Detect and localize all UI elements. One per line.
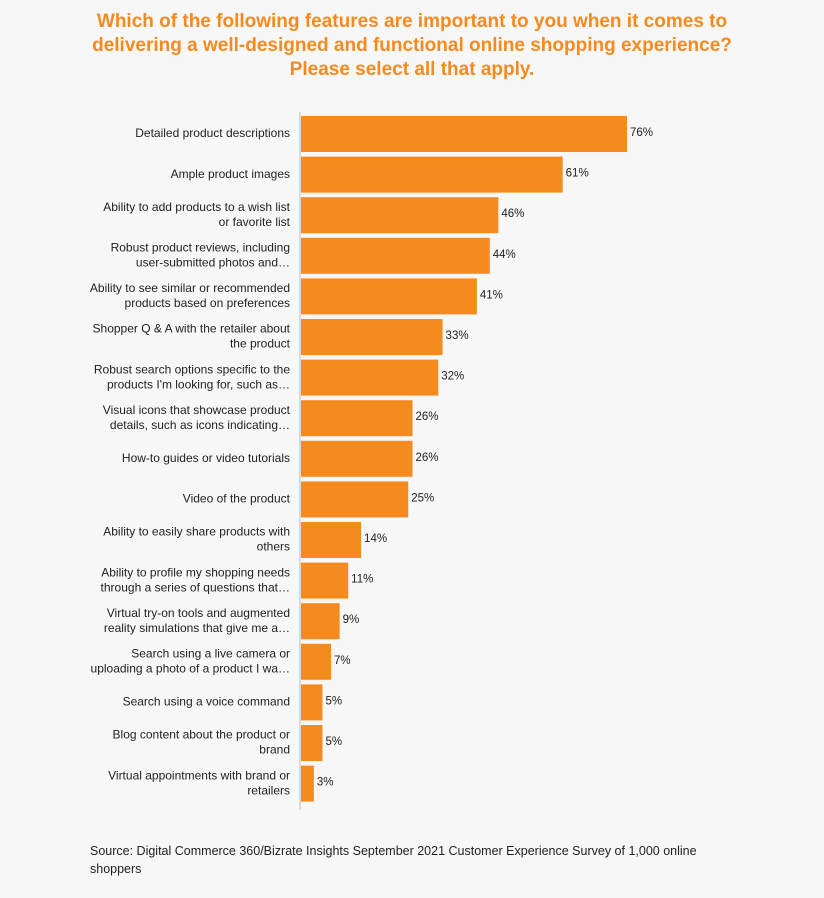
category-label: Search using a live camera or — [131, 646, 290, 660]
category-label: details, such as icons indicating… — [110, 418, 290, 432]
bar — [301, 156, 563, 193]
category-label: through a series of questions that… — [101, 580, 290, 594]
data-label: 76% — [630, 127, 653, 139]
source-note: Source: Digital Commerce 360/Bizrate Ins… — [90, 844, 697, 876]
data-label: 5% — [325, 736, 342, 748]
category-label: Robust product reviews, including — [111, 240, 290, 254]
category-label: products I'm looking for, such as… — [107, 377, 290, 391]
category-label: Virtual appointments with brand or — [108, 768, 290, 782]
bar — [301, 278, 477, 315]
data-label: 26% — [416, 411, 439, 423]
category-label: user-submitted photos and… — [136, 255, 290, 269]
data-label: 11% — [351, 574, 373, 586]
data-label: 32% — [441, 371, 464, 383]
category-label: others — [257, 540, 290, 554]
category-label: Visual icons that showcase product — [103, 403, 291, 417]
data-label: 44% — [493, 249, 516, 261]
bar — [301, 603, 340, 640]
bar — [301, 359, 439, 396]
category-label: Video of the product — [183, 492, 291, 506]
category-label: or favorite list — [219, 215, 291, 229]
category-label: Blog content about the product or — [113, 728, 290, 742]
bar — [301, 643, 332, 680]
data-label: 33% — [446, 330, 469, 342]
category-label: the product — [230, 337, 291, 351]
bar — [301, 116, 627, 152]
data-label: 25% — [411, 492, 434, 504]
category-label: Ability to add products to a wish list — [103, 200, 290, 214]
data-label: 5% — [325, 695, 342, 707]
category-label: Ample product images — [171, 167, 290, 181]
category-label: Ability to see similar or recommended — [90, 281, 290, 295]
category-label: Shopper Q & A with the retailer about — [93, 322, 291, 336]
data-label: 26% — [416, 452, 439, 464]
category-label: retailers — [247, 783, 290, 797]
bar-chart: 76% Detailed product descriptions 61% Ample… — [90, 112, 653, 810]
category-label: Detailed product descriptions — [135, 126, 290, 140]
category-label: Search using a voice command — [123, 695, 290, 709]
data-label: 61% — [566, 168, 589, 180]
data-label: 7% — [334, 655, 351, 667]
bar — [301, 400, 413, 437]
category-label: brand — [259, 743, 290, 757]
category-label: Virtual try-on tools and augmented — [107, 606, 290, 620]
category-label: reality simulations that give me a… — [104, 621, 290, 635]
bar — [301, 197, 499, 234]
bar — [301, 522, 362, 558]
bar — [301, 684, 323, 721]
category-label: Ability to easily share products with — [103, 525, 290, 539]
chart-title: Which of the following features are impo… — [92, 11, 732, 80]
category-label: uploading a photo of a product I wa… — [91, 661, 290, 675]
category-label: Robust search options specific to the — [94, 362, 290, 376]
category-label: Ability to profile my shopping needs — [101, 565, 290, 579]
category-label: How-to guides or video tutorials — [122, 451, 290, 465]
bar — [301, 562, 349, 599]
bar — [301, 440, 413, 477]
data-label: 9% — [343, 614, 360, 626]
bar — [301, 237, 490, 274]
bar — [301, 725, 323, 761]
category-label: products based on preferences — [125, 296, 290, 310]
data-label: 41% — [480, 289, 503, 301]
data-label: 14% — [364, 533, 387, 545]
bar — [301, 765, 314, 802]
data-label: 46% — [501, 208, 524, 220]
data-label: 3% — [317, 777, 334, 789]
bar — [301, 319, 443, 355]
bar — [301, 481, 409, 518]
